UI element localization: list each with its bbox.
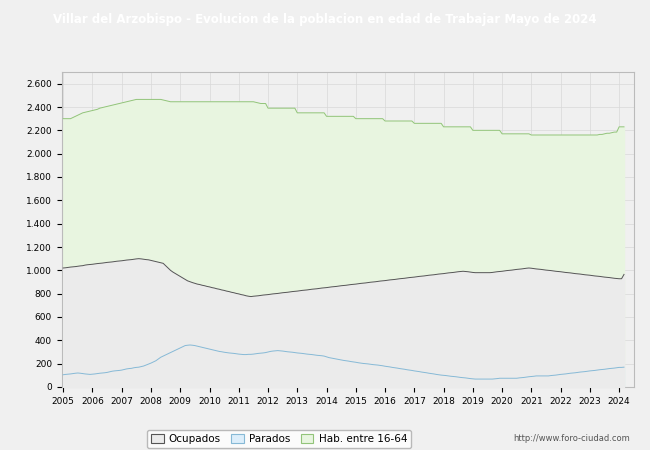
Legend: Ocupados, Parados, Hab. entre 16-64: Ocupados, Parados, Hab. entre 16-64 <box>147 430 411 448</box>
Text: http://www.foro-ciudad.com: http://www.foro-ciudad.com <box>514 434 630 443</box>
Text: Villar del Arzobispo - Evolucion de la poblacion en edad de Trabajar Mayo de 202: Villar del Arzobispo - Evolucion de la p… <box>53 13 597 26</box>
